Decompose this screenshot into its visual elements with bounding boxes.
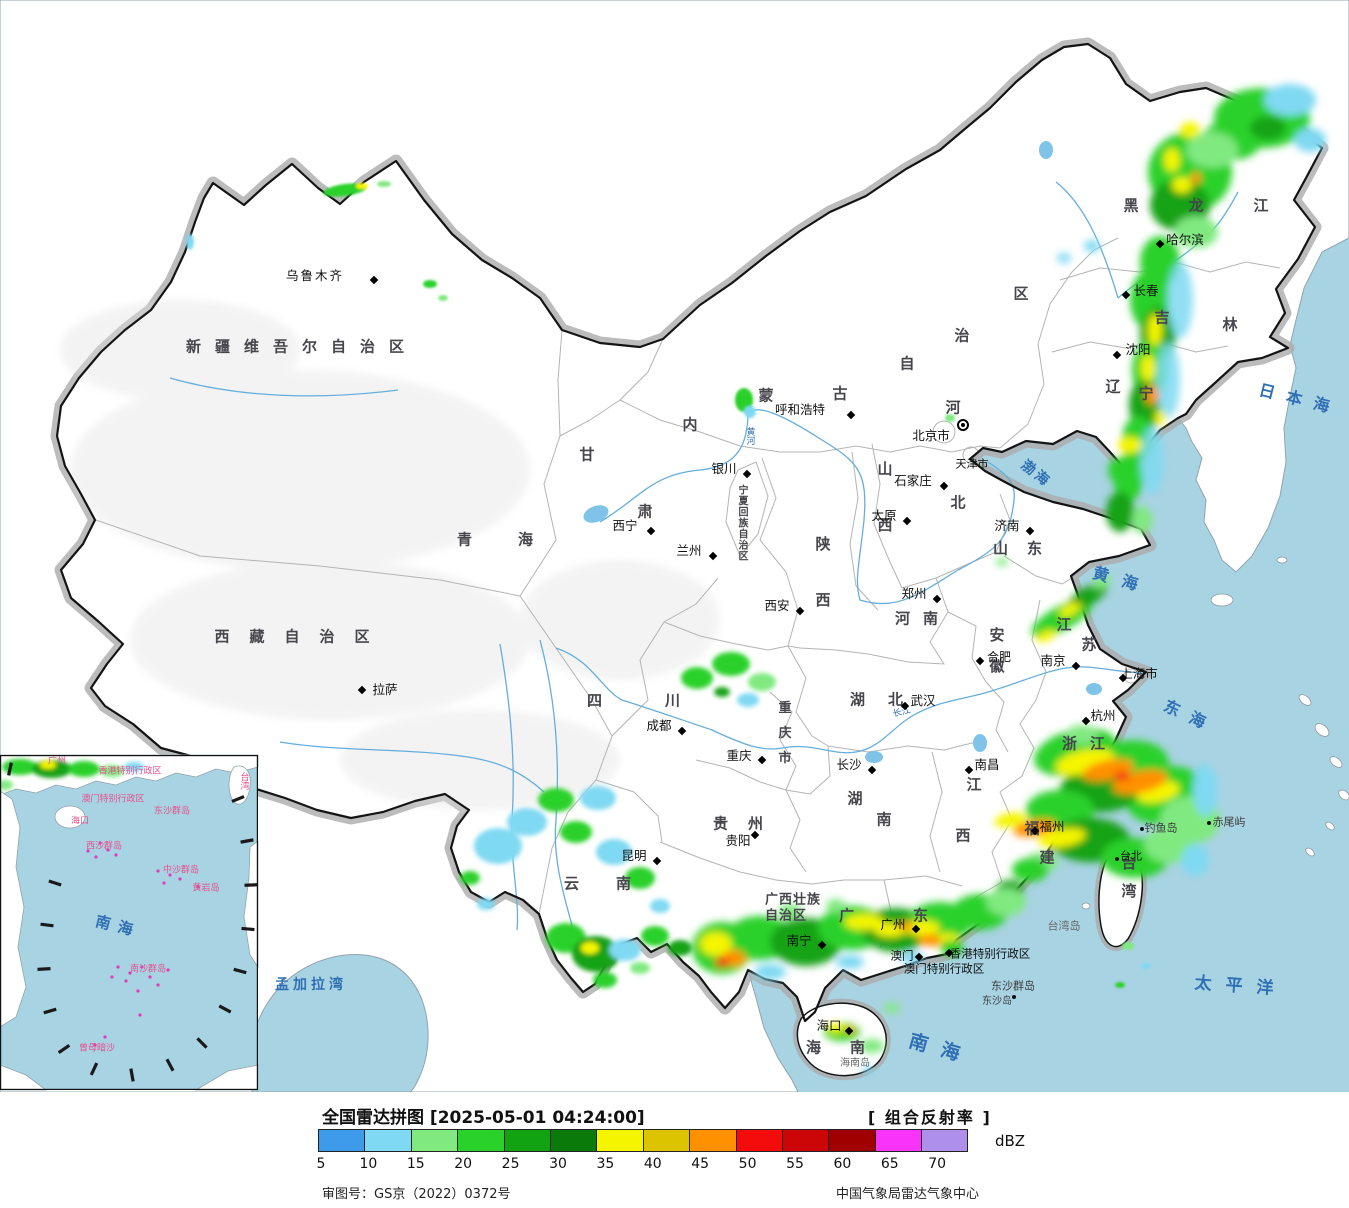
- scale-cell-20: [457, 1129, 505, 1152]
- scale-cell-25: [503, 1129, 551, 1152]
- terrain-shading: [60, 300, 720, 810]
- scale-cell-55: [781, 1129, 830, 1152]
- legend-panel: 全国雷达拼图 [2025-05-01 04:24:00] [ 组合反射率 ] 5…: [0, 1092, 1349, 1208]
- credit: 中国气象局雷达气象中心: [836, 1187, 980, 1202]
- radar-echoes-northeast: [1057, 84, 1326, 534]
- province-boundaries: [95, 237, 1281, 949]
- scale-value: 40: [643, 1156, 662, 1172]
- scale-value: 25: [501, 1156, 520, 1172]
- scale-cell-50: [735, 1129, 783, 1152]
- map-graphics: [0, 0, 1349, 1092]
- color-scale: [318, 1129, 969, 1152]
- scale-cell-30: [549, 1129, 598, 1152]
- scale-value: 30: [549, 1156, 567, 1172]
- scale-value: 60: [833, 1156, 852, 1172]
- scale-value: 65: [880, 1156, 899, 1172]
- scale-value: 10: [359, 1156, 378, 1172]
- scale-cell-15: [410, 1129, 459, 1152]
- south-china-sea-inset: [0, 754, 259, 1091]
- radar-echoes-southwest: [460, 652, 776, 988]
- scale-cell-70: [921, 1129, 969, 1152]
- scale-cell-45: [689, 1129, 737, 1152]
- bay-of-bengal: [249, 954, 429, 1092]
- unit-label: dBZ: [995, 1132, 1026, 1150]
- inset-island-marks: [86, 841, 200, 1047]
- scale-value: 5: [316, 1156, 326, 1172]
- scale-cell-5: [318, 1129, 366, 1152]
- map-title: 全国雷达拼图 [2025-05-01 04:24:00]: [322, 1108, 645, 1128]
- scale-cell-60: [828, 1129, 876, 1152]
- scale-value: 70: [928, 1156, 947, 1172]
- scale-value: 35: [596, 1156, 615, 1172]
- scale-value: 15: [406, 1156, 425, 1172]
- product-name: [ 组合反射率 ]: [868, 1108, 992, 1127]
- radar-echoes-specks: [186, 181, 1151, 988]
- scale-cell-65: [874, 1129, 923, 1152]
- offshore-islands: [1081, 556, 1349, 910]
- scale-cell-10: [364, 1129, 412, 1152]
- approval-number: 审图号：GS京（2022）0372号: [322, 1187, 511, 1202]
- scale-cell-35: [596, 1129, 644, 1152]
- inset-border: [0, 755, 258, 1090]
- scale-value: 50: [738, 1156, 757, 1172]
- scale-value: 20: [454, 1156, 473, 1172]
- lakes: [583, 141, 1102, 763]
- scale-value: 55: [786, 1156, 804, 1172]
- nine-dash-line: [7, 762, 258, 1082]
- radar-echoes-east-south: [692, 558, 1220, 1074]
- scale-cell-40: [642, 1129, 691, 1152]
- radar-map: 新疆维吾尔自治区 西藏自治区 青海甘肃内蒙古自治区黑龙江吉林辽宁河北山西 山东 河南 陕西…: [0, 0, 1349, 1092]
- scale-value: 45: [691, 1156, 710, 1172]
